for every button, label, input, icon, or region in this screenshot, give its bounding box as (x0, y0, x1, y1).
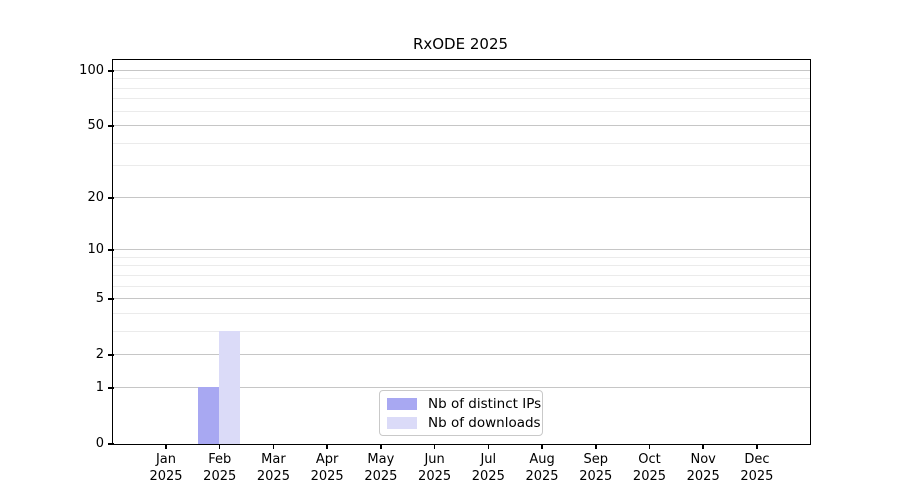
x-tick-label: Apr 2025 (297, 452, 357, 485)
x-tick-mark (165, 444, 167, 449)
legend: Nb of distinct IPs Nb of downloads (379, 390, 543, 436)
x-tick-year: 2025 (418, 468, 452, 484)
major-gridline (113, 386, 810, 388)
x-tick-mark (541, 444, 543, 449)
legend-label-downloads: Nb of downloads (428, 414, 541, 431)
x-tick-month: Dec (744, 452, 770, 467)
x-tick-label: Oct 2025 (619, 452, 679, 485)
x-tick-month: Jul (480, 452, 497, 467)
x-tick-month: Jan (155, 452, 177, 467)
x-tick-label: Jun 2025 (405, 452, 465, 485)
x-tick-mark (487, 444, 490, 449)
bar-downloads (219, 331, 241, 444)
minor-gridline (113, 78, 810, 80)
x-tick-year: 2025 (149, 468, 183, 484)
minor-gridline (113, 285, 810, 287)
minor-gridline (113, 110, 810, 112)
minor-gridline (113, 165, 810, 167)
x-tick-label: Dec 2025 (727, 452, 787, 485)
y-tick-label: 50 (87, 118, 104, 134)
x-tick-year: 2025 (203, 468, 237, 484)
y-tick-mark (108, 443, 114, 445)
x-tick-month: Nov (690, 452, 716, 467)
x-tick-month: Feb (208, 452, 232, 467)
major-gridline (113, 196, 810, 198)
bar-distinct-ips (198, 387, 220, 444)
plot-area (112, 58, 811, 445)
x-tick-label: Sep 2025 (566, 452, 626, 485)
x-tick-label: Feb 2025 (190, 452, 250, 485)
x-tick-year: 2025 (686, 468, 720, 484)
legend-swatch-distinct-ips-icon (387, 397, 417, 410)
y-tick-mark (108, 387, 114, 389)
major-gridline (113, 298, 810, 300)
x-tick-mark (326, 444, 328, 449)
x-tick-label: Mar 2025 (243, 452, 303, 485)
x-tick-mark (756, 444, 758, 449)
y-tick-label: 0 (95, 436, 104, 451)
x-tick-year: 2025 (525, 468, 559, 484)
y-tick-label: 10 (87, 242, 104, 258)
minor-gridline (113, 330, 810, 332)
x-tick-mark (218, 444, 221, 449)
x-tick-year: 2025 (364, 468, 398, 484)
x-tick-month: May (367, 452, 395, 467)
x-tick-label: Jan 2025 (136, 452, 196, 485)
minor-gridline (113, 274, 810, 276)
x-tick-label: Nov 2025 (673, 452, 733, 485)
minor-gridline (113, 256, 810, 258)
y-tick-mark (108, 354, 114, 356)
y-tick-label: 1 (95, 379, 104, 395)
chart-title: RxODE 2025 (412, 35, 509, 53)
major-gridline (113, 69, 810, 71)
y-tick-mark (108, 249, 114, 251)
minor-gridline (113, 98, 810, 100)
x-tick-month: Mar (261, 452, 286, 467)
x-tick-label: Aug 2025 (512, 452, 572, 485)
major-gridline (113, 354, 810, 356)
legend-item-downloads: Nb of downloads (387, 415, 542, 431)
x-tick-month: Jun (424, 452, 445, 467)
x-tick-label: Jul 2025 (458, 452, 518, 485)
x-tick-year: 2025 (632, 468, 667, 484)
y-tick-label: 2 (95, 347, 104, 363)
x-tick-year: 2025 (256, 468, 290, 484)
x-tick-month: Aug (529, 452, 555, 467)
x-tick-mark (272, 444, 275, 449)
x-tick-month: Sep (583, 452, 608, 467)
x-tick-mark (702, 444, 704, 449)
y-tick-mark (108, 125, 114, 127)
minor-gridline (113, 142, 810, 144)
x-tick-mark (380, 444, 382, 449)
major-gridline (113, 249, 810, 251)
x-tick-month: Apr (315, 452, 339, 467)
x-tick-label: May 2025 (351, 452, 411, 485)
legend-label-distinct-ips: Nb of distinct IPs (428, 395, 542, 412)
minor-gridline (113, 312, 810, 314)
x-tick-year: 2025 (579, 468, 613, 484)
x-tick-year: 2025 (740, 468, 774, 484)
x-tick-year: 2025 (471, 468, 505, 484)
y-tick-mark (108, 298, 114, 300)
x-tick-month: Oct (638, 452, 661, 467)
major-gridline (113, 125, 810, 127)
y-tick-label: 100 (79, 62, 104, 78)
x-tick-year: 2025 (310, 468, 344, 484)
x-tick-mark (433, 444, 436, 449)
minor-gridline (113, 265, 810, 267)
minor-gridline (113, 87, 810, 89)
y-tick-mark (108, 70, 114, 72)
legend-item-distinct-ips: Nb of distinct IPs (387, 396, 542, 412)
legend-swatch-downloads-icon (387, 416, 417, 429)
x-tick-mark (595, 444, 597, 449)
y-tick-label: 20 (87, 189, 104, 205)
x-tick-mark (648, 444, 651, 449)
y-tick-mark (108, 197, 114, 199)
y-tick-label: 5 (95, 291, 104, 307)
